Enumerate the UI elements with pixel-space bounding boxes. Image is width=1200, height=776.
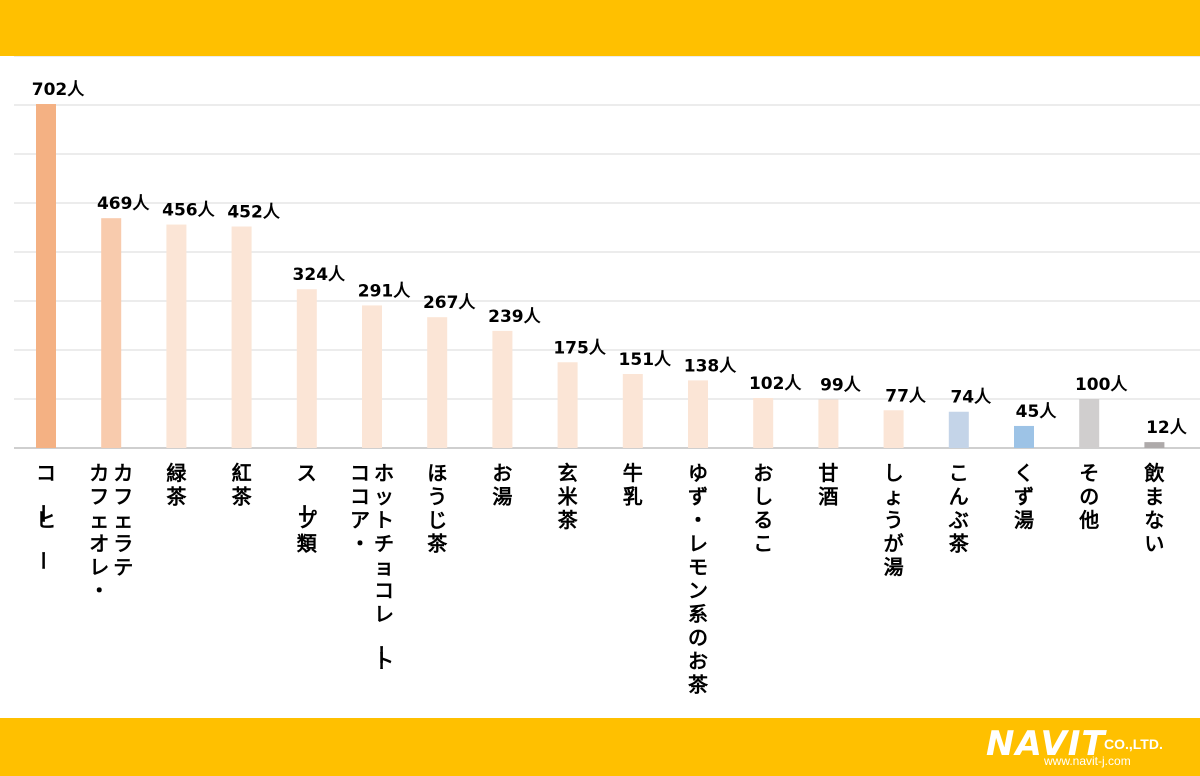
bar [36, 104, 56, 448]
bar [427, 317, 448, 448]
bar [362, 305, 382, 448]
data-label: 175人 [553, 338, 606, 358]
bar [492, 330, 513, 448]
category-label: カフェラテ [113, 461, 133, 579]
bar [818, 399, 839, 448]
data-label: 99人 [820, 375, 862, 395]
bar [753, 398, 774, 448]
data-label: 702人 [32, 80, 85, 100]
category-label: 緑茶 [166, 461, 187, 509]
category-label: しょうが湯 [884, 461, 904, 579]
bar [688, 380, 708, 448]
category-label: 紅茶 [232, 461, 253, 509]
logo-suffix: CO.,LTD. [1104, 736, 1163, 752]
bar [1014, 425, 1034, 448]
data-label: 239人 [488, 307, 541, 327]
data-label: 100人 [1075, 375, 1128, 395]
bar [1079, 399, 1100, 448]
category-label: 甘酒 [818, 461, 838, 509]
category-label: 牛乳 [623, 461, 643, 509]
logo-name: NAVIT [986, 724, 1106, 764]
data-label: 324人 [293, 265, 346, 285]
bar [231, 226, 252, 448]
data-label: 267人 [423, 293, 476, 313]
bar [622, 374, 643, 448]
category-label: ほうじ茶 [427, 461, 448, 556]
bar [557, 362, 578, 448]
bar [883, 410, 904, 448]
category-label: コーヒー [31, 461, 56, 571]
bar [166, 224, 187, 448]
data-label: 291人 [358, 281, 411, 301]
logo-url: www.navit-j.com [1044, 754, 1131, 768]
category-label: こんぶ茶 [948, 461, 970, 556]
data-label: 138人 [684, 356, 737, 376]
category-label: ココア・ [350, 461, 370, 556]
navit-logo: NAVIT CO.,LTD. www.navit-j.com [986, 722, 1186, 772]
data-label: 77人 [885, 386, 927, 406]
category-label: カフェオレ・ [89, 461, 109, 603]
category-label: お湯 [492, 461, 512, 509]
data-label: 452人 [227, 203, 280, 223]
data-label: 151人 [619, 350, 672, 370]
data-label: 102人 [749, 374, 802, 394]
category-label: 飲まない [1143, 461, 1165, 556]
category-label: 玄米茶 [558, 461, 579, 532]
category-label: スープ類 [292, 461, 318, 556]
data-label: 469人 [97, 194, 150, 214]
bar [101, 218, 122, 448]
data-label: 74人 [950, 388, 992, 408]
bar [948, 411, 969, 448]
category-label: くず湯 [1014, 461, 1034, 532]
bottom-banner [0, 718, 1200, 776]
category-label: ゆず・レモン系のお茶 [688, 461, 709, 697]
category-label: ホットチョコレート [369, 461, 394, 673]
top-banner [0, 0, 1200, 56]
category-label: おしるこ [753, 461, 773, 556]
bar [1144, 442, 1165, 448]
data-label: 12人 [1146, 418, 1188, 438]
bar [296, 289, 317, 448]
data-label: 45人 [1016, 402, 1058, 422]
category-label: その他 [1078, 461, 1099, 532]
data-label: 456人 [162, 201, 215, 221]
